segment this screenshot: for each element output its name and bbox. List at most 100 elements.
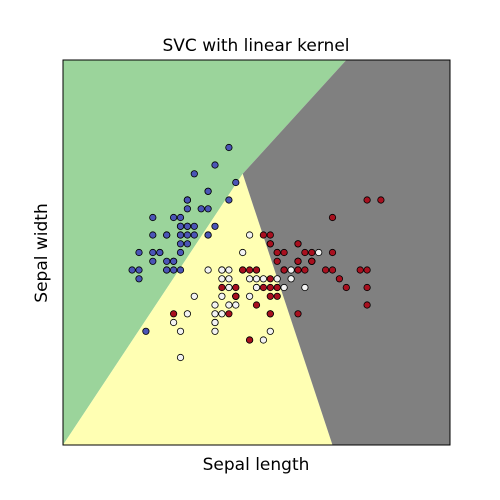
data-point-class-1 [239, 248, 247, 257]
data-point-class-1 [232, 301, 240, 309]
data-point-class-2 [363, 266, 371, 274]
data-point-class-2 [266, 275, 274, 283]
data-point-class-2 [301, 248, 309, 257]
data-point-class-2 [301, 266, 309, 274]
data-point-class-1 [211, 318, 219, 327]
data-point-class-1 [218, 292, 226, 300]
data-point-class-1 [259, 275, 267, 283]
data-point-class-2 [363, 196, 371, 204]
data-point-class-0 [190, 170, 198, 178]
data-point-class-0 [183, 196, 191, 204]
data-point-class-0 [211, 222, 219, 230]
data-point-class-2 [218, 283, 226, 292]
data-point-class-2 [308, 257, 316, 265]
data-point-class-1 [211, 310, 219, 318]
data-point-class-0 [176, 266, 185, 274]
data-point-class-2 [363, 301, 371, 309]
data-point-class-0 [183, 222, 191, 230]
data-point-class-1 [176, 327, 185, 335]
data-point-class-2 [266, 283, 274, 292]
data-point-class-0 [170, 266, 178, 274]
data-point-class-2 [252, 266, 261, 274]
data-point-class-2 [170, 310, 178, 318]
data-point-class-2 [273, 248, 281, 257]
decision-regions [63, 60, 450, 445]
data-point-class-1 [204, 266, 212, 274]
data-point-class-0 [183, 240, 191, 248]
data-point-class-0 [176, 213, 185, 222]
data-point-class-2 [294, 257, 302, 265]
data-point-class-0 [190, 231, 198, 239]
data-point-class-2 [232, 283, 240, 292]
data-point-class-2 [239, 266, 247, 274]
data-point-class-2 [342, 283, 350, 292]
data-point-class-2 [259, 231, 267, 239]
data-point-class-0 [163, 257, 171, 265]
data-point-class-0 [211, 161, 219, 169]
data-point-class-2 [280, 266, 288, 274]
data-point-class-0 [149, 248, 157, 257]
data-point-class-2 [273, 283, 281, 292]
data-point-class-2 [308, 248, 316, 257]
data-point-class-1 [301, 283, 309, 292]
data-point-class-2 [266, 240, 274, 248]
data-point-class-1 [266, 327, 274, 335]
data-point-class-0 [176, 231, 185, 239]
data-point-class-0 [149, 213, 157, 222]
data-point-class-2 [246, 266, 254, 274]
data-point-class-0 [163, 231, 171, 239]
data-point-class-2 [273, 257, 281, 265]
data-point-class-0 [204, 187, 212, 195]
x-axis-label: Sepal length [203, 455, 310, 475]
data-point-class-1 [225, 283, 233, 292]
data-point-class-1 [246, 292, 254, 300]
data-point-class-2 [321, 266, 330, 274]
data-point-class-2 [266, 292, 274, 300]
data-point-class-0 [183, 205, 191, 213]
data-points [128, 143, 385, 362]
data-point-class-1 [273, 275, 281, 283]
data-point-class-2 [273, 292, 281, 300]
data-point-class-2 [363, 283, 371, 292]
data-point-class-1 [252, 283, 261, 292]
data-point-class-2 [356, 266, 364, 274]
data-point-class-0 [135, 266, 143, 274]
data-point-class-0 [176, 248, 185, 257]
data-point-class-0 [170, 257, 178, 265]
data-point-class-1 [211, 301, 219, 309]
data-point-class-0 [225, 143, 233, 152]
data-point-class-0 [176, 240, 185, 248]
data-point-class-2 [294, 240, 302, 248]
plot-frame [62, 59, 451, 446]
data-point-class-1 [170, 318, 178, 327]
data-point-class-2 [294, 266, 302, 274]
decision-region-class-2 [242, 60, 450, 445]
data-point-class-0 [190, 222, 198, 230]
data-point-class-2 [377, 196, 385, 204]
data-point-class-2 [259, 283, 267, 292]
data-point-class-2 [328, 248, 337, 257]
data-point-class-0 [176, 222, 185, 230]
data-point-class-0 [135, 248, 143, 257]
data-point-class-0 [183, 231, 191, 239]
chart-title: SVC with linear kernel [163, 36, 350, 56]
data-point-class-1 [218, 310, 226, 318]
data-point-class-1 [211, 327, 219, 335]
data-point-class-2 [266, 310, 274, 318]
data-point-class-1 [218, 275, 226, 283]
decision-region-class-0 [63, 60, 347, 445]
data-point-class-0 [163, 266, 171, 274]
data-point-class-1 [246, 231, 254, 239]
data-point-class-1 [225, 275, 233, 283]
data-point-class-1 [287, 275, 295, 283]
data-point-class-0 [232, 178, 240, 187]
data-point-class-1 [252, 275, 261, 283]
data-point-class-2 [328, 213, 337, 222]
data-point-class-0 [197, 205, 205, 213]
data-point-class-1 [190, 292, 198, 300]
data-point-class-1 [287, 266, 295, 274]
data-point-class-0 [142, 327, 150, 335]
data-point-class-0 [156, 248, 164, 257]
data-point-class-2 [232, 292, 240, 300]
data-point-class-2 [252, 301, 261, 309]
